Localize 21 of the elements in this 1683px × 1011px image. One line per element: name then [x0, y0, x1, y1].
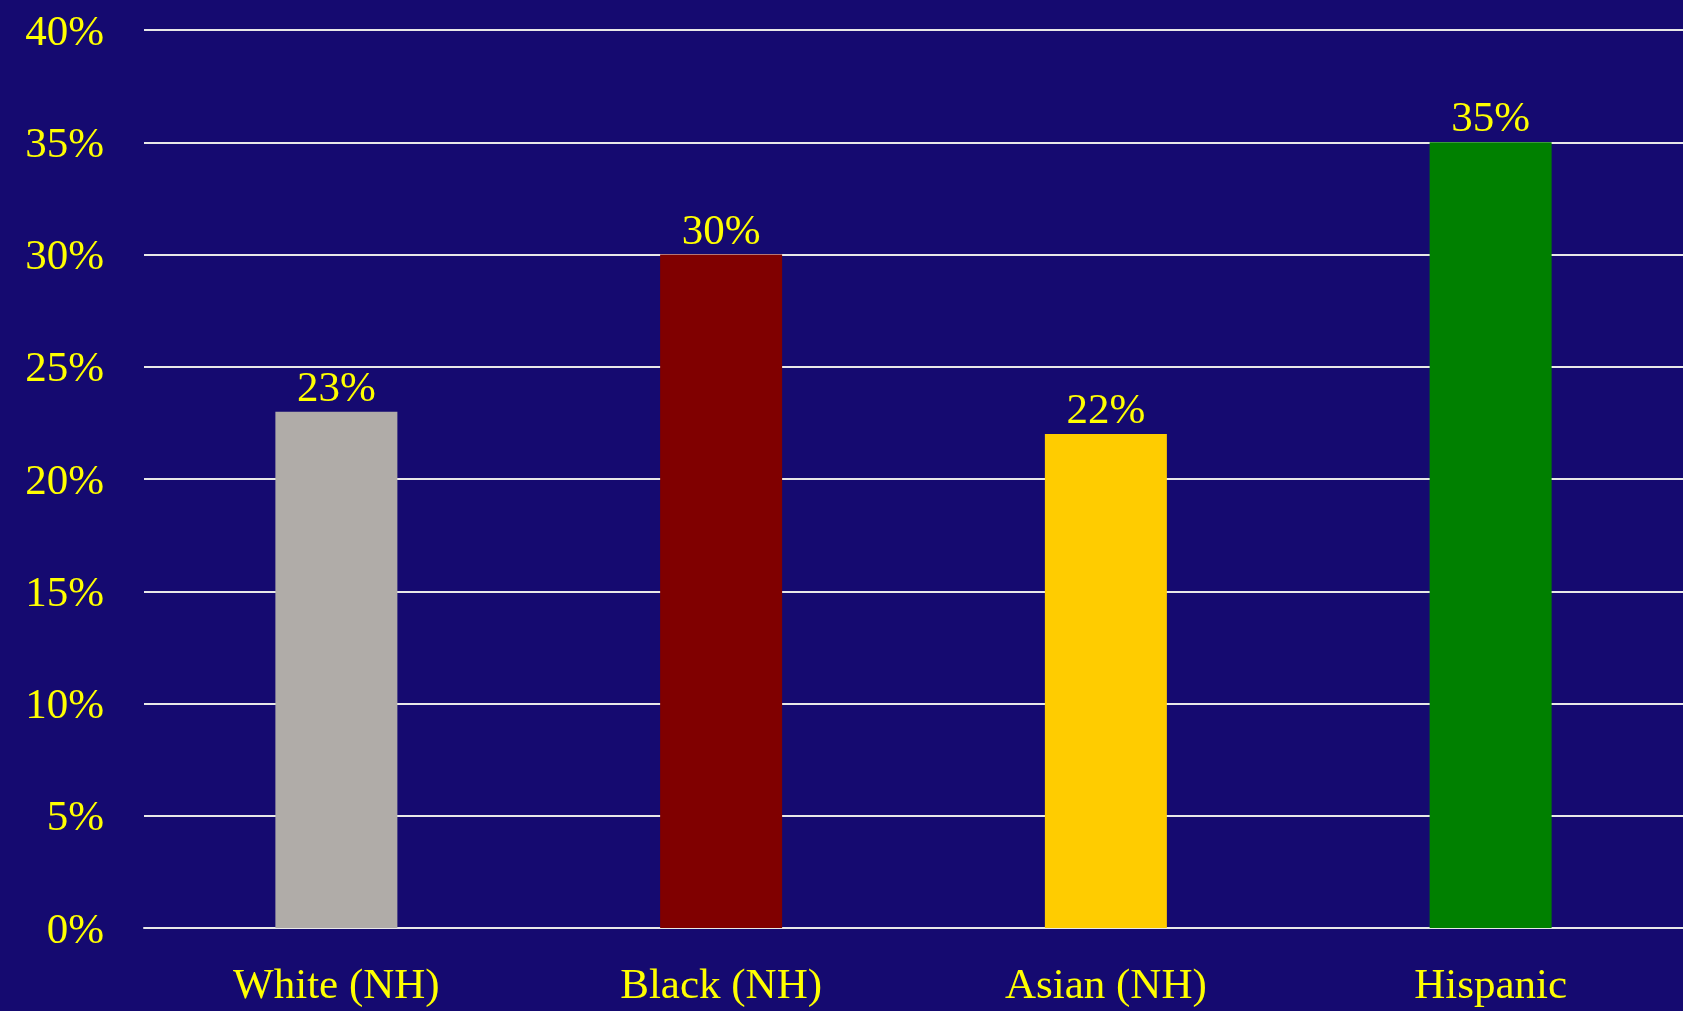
x-tick-label: Black (NH) — [620, 960, 823, 1008]
x-tick-label: Hispanic — [1414, 960, 1568, 1007]
y-tick-label: 20% — [25, 455, 104, 503]
data-label: 22% — [1066, 385, 1146, 433]
data-label: 23% — [296, 362, 376, 410]
bar — [1044, 434, 1167, 928]
y-tick-label: 10% — [25, 680, 104, 727]
bar — [660, 254, 783, 928]
data-label: 35% — [1451, 93, 1531, 141]
y-tick-label: 15% — [25, 567, 104, 615]
y-tick-label: 25% — [25, 343, 104, 391]
y-tick-label: 35% — [25, 118, 104, 166]
y-tick-label: 30% — [25, 231, 104, 278]
bar — [1429, 142, 1552, 928]
y-tick-label: 0% — [46, 904, 104, 952]
y-tick-label: 40% — [25, 6, 104, 54]
x-tick-label: Asian (NH) — [1004, 960, 1207, 1008]
data-label: 30% — [681, 205, 761, 253]
y-tick-label: 5% — [46, 792, 104, 840]
x-tick-label: White (NH) — [233, 960, 440, 1008]
bar — [275, 411, 398, 928]
